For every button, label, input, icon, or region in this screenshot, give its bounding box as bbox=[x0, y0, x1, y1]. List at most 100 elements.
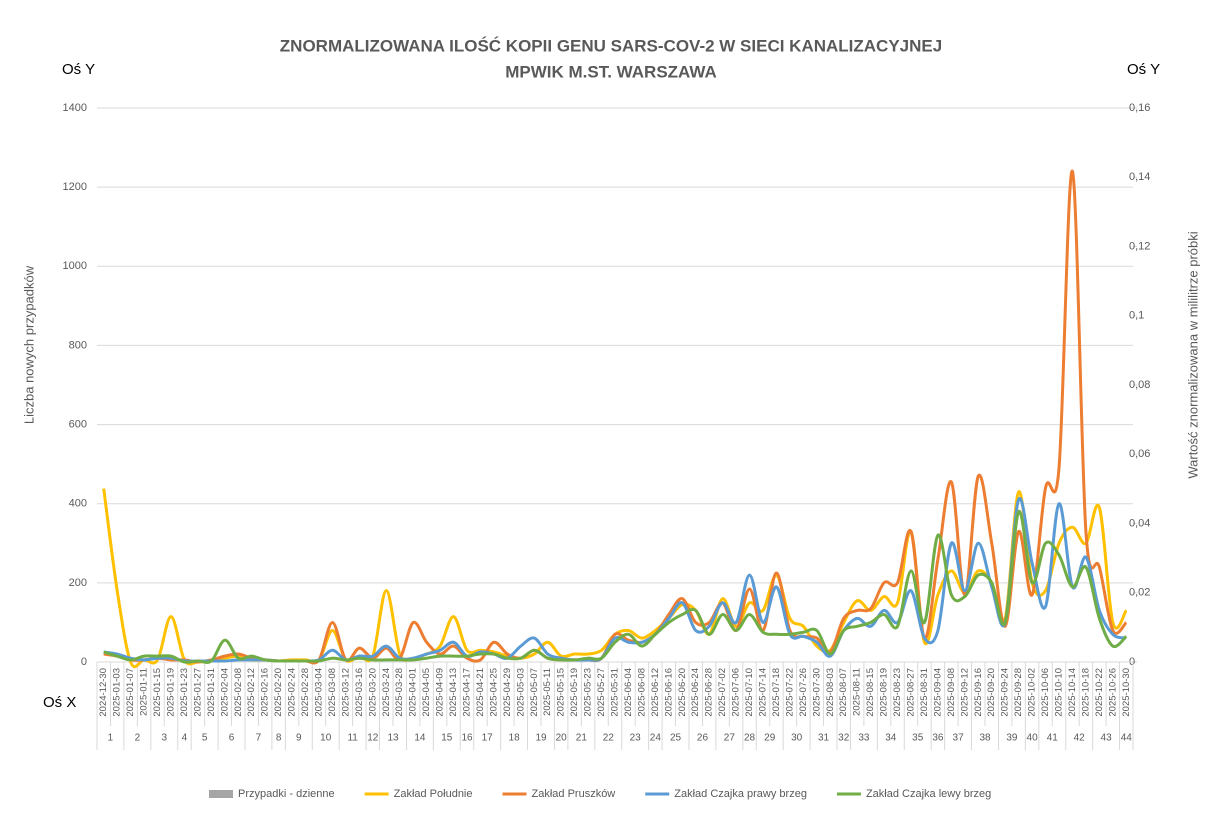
x-group-label: 5 bbox=[202, 733, 208, 744]
x-tick-label: 2025-04-25 bbox=[488, 668, 499, 717]
x-tick-label: 2025-09-04 bbox=[932, 668, 943, 717]
x-tick-label: 2025-03-04 bbox=[314, 668, 325, 717]
x-tick-label: 2025-09-20 bbox=[986, 668, 997, 717]
x-group-label: 12 bbox=[367, 733, 379, 744]
x-tick-label: 2025-07-30 bbox=[811, 668, 822, 717]
x-tick-label: 2025-01-07 bbox=[125, 668, 136, 717]
x-tick-label: 2025-10-02 bbox=[1027, 668, 1038, 717]
y2-axis-title: Wartość znormalizowana w mililitrze prób… bbox=[1185, 231, 1200, 478]
x-tick-label: 2025-10-06 bbox=[1040, 668, 1051, 717]
x-group-label: 34 bbox=[885, 733, 897, 744]
x-tick-label: 2025-04-09 bbox=[435, 668, 446, 717]
x-group-label: 40 bbox=[1027, 733, 1039, 744]
x-group-label: 7 bbox=[256, 733, 262, 744]
x-group-label: 32 bbox=[838, 733, 850, 744]
x-tick-label: 2025-03-12 bbox=[340, 668, 351, 717]
x-tick-label: 2025-09-08 bbox=[946, 668, 957, 717]
x-group-label: 42 bbox=[1074, 733, 1086, 744]
x-tick-label: 2025-02-16 bbox=[260, 668, 271, 717]
annotation: Oś X bbox=[43, 694, 76, 711]
x-tick-label: 2024-12-30 bbox=[98, 668, 109, 717]
x-tick-label: 2025-08-19 bbox=[879, 668, 890, 717]
x-group-label: 26 bbox=[697, 733, 709, 744]
x-tick-label: 2025-02-28 bbox=[300, 668, 311, 717]
x-tick-label: 2025-05-15 bbox=[556, 668, 567, 717]
x-tick-label: 2025-05-23 bbox=[583, 668, 594, 717]
y2-tick-label: 0,02 bbox=[1129, 587, 1150, 599]
x-group-label: 1 bbox=[108, 733, 114, 744]
y2-tick-label: 0,06 bbox=[1129, 448, 1150, 460]
y-tick-label: 600 bbox=[69, 418, 87, 430]
x-group-label: 15 bbox=[441, 733, 453, 744]
x-tick-label: 2025-06-12 bbox=[650, 668, 661, 717]
x-tick-label: 2025-02-24 bbox=[287, 668, 298, 717]
x-group-label: 37 bbox=[953, 733, 965, 744]
x-tick-label: 2025-03-08 bbox=[327, 668, 338, 717]
x-group-label: 38 bbox=[979, 733, 991, 744]
x-tick-label: 2025-02-20 bbox=[273, 668, 284, 717]
x-tick-label: 2025-10-10 bbox=[1054, 668, 1065, 717]
x-tick-label: 2025-01-23 bbox=[179, 668, 190, 717]
x-tick-label: 2025-09-12 bbox=[959, 668, 970, 717]
x-group-label: 21 bbox=[576, 733, 588, 744]
x-tick-label: 2025-06-04 bbox=[623, 668, 634, 717]
legend-label: Przypadki - dzienne bbox=[238, 788, 335, 800]
legend-label: Zakład Pruszków bbox=[532, 788, 616, 800]
x-group-label: 24 bbox=[650, 733, 662, 744]
x-tick-label: 2025-07-02 bbox=[717, 668, 728, 717]
x-group-label: 11 bbox=[347, 733, 358, 744]
x-group-label: 25 bbox=[670, 733, 682, 744]
y2-tick-label: 0,12 bbox=[1129, 240, 1150, 252]
x-tick-label: 2025-06-24 bbox=[690, 668, 701, 717]
x-tick-label: 2025-04-17 bbox=[462, 668, 473, 717]
x-tick-label: 2025-03-16 bbox=[354, 668, 365, 717]
x-tick-label: 2025-06-20 bbox=[677, 668, 688, 717]
x-tick-label: 2025-04-29 bbox=[502, 668, 513, 717]
x-group-label: 3 bbox=[161, 733, 167, 744]
y-tick-label: 1200 bbox=[63, 181, 87, 193]
x-tick-label: 2025-03-28 bbox=[394, 668, 405, 717]
x-tick-label: 2025-09-16 bbox=[973, 668, 984, 717]
x-tick-label: 2025-01-11 bbox=[139, 668, 150, 716]
x-group-label: 9 bbox=[296, 733, 302, 744]
x-tick-label: 2025-01-27 bbox=[192, 668, 203, 717]
x-tick-label: 2025-01-31 bbox=[206, 668, 217, 717]
legend-label: Zakład Czajka lewy brzeg bbox=[866, 788, 991, 800]
x-group-label: 10 bbox=[320, 733, 332, 744]
x-group-label: 17 bbox=[482, 733, 494, 744]
x-group-label: 19 bbox=[535, 733, 547, 744]
x-group-label: 18 bbox=[509, 733, 521, 744]
x-tick-label: 2025-04-05 bbox=[421, 668, 432, 717]
y-tick-label: 200 bbox=[69, 577, 87, 589]
chart-title: MPWIK M.ST. WARSZAWA bbox=[505, 62, 717, 81]
x-tick-label: 2025-06-28 bbox=[704, 668, 715, 717]
x-tick-label: 2025-08-03 bbox=[825, 668, 836, 717]
x-tick-label: 2025-08-11 bbox=[852, 668, 863, 716]
x-group-label: 30 bbox=[791, 733, 803, 744]
x-tick-label: 2025-02-04 bbox=[219, 668, 230, 717]
x-tick-label: 2025-08-23 bbox=[892, 668, 903, 717]
annotation: Oś Y bbox=[1127, 61, 1160, 78]
legend-label: Zakład Południe bbox=[394, 788, 473, 800]
x-tick-label: 2025-05-19 bbox=[569, 668, 580, 717]
y2-tick-label: 0,04 bbox=[1129, 517, 1150, 529]
x-group-label: 8 bbox=[276, 733, 282, 744]
x-tick-label: 2025-01-03 bbox=[112, 668, 123, 717]
x-group-label: 33 bbox=[858, 733, 870, 744]
x-tick-label: 2025-08-15 bbox=[865, 668, 876, 717]
y2-tick-label: 0,16 bbox=[1129, 102, 1150, 114]
series-line bbox=[103, 510, 1128, 664]
x-tick-label: 2025-04-01 bbox=[408, 668, 419, 717]
x-group-label: 2 bbox=[135, 733, 141, 744]
x-tick-label: 2025-01-15 bbox=[152, 668, 163, 717]
y-tick-label: 1000 bbox=[63, 260, 87, 272]
x-group-label: 20 bbox=[556, 733, 568, 744]
legend-swatch bbox=[209, 790, 233, 798]
x-tick-label: 2025-08-07 bbox=[838, 668, 849, 717]
x-tick-label: 2025-08-27 bbox=[906, 668, 917, 717]
x-group-label: 14 bbox=[414, 733, 426, 744]
x-group-label: 43 bbox=[1101, 733, 1113, 744]
x-tick-label: 2025-08-31 bbox=[919, 668, 930, 717]
x-group-label: 13 bbox=[387, 733, 399, 744]
y2-tick-label: 0,14 bbox=[1129, 171, 1150, 183]
